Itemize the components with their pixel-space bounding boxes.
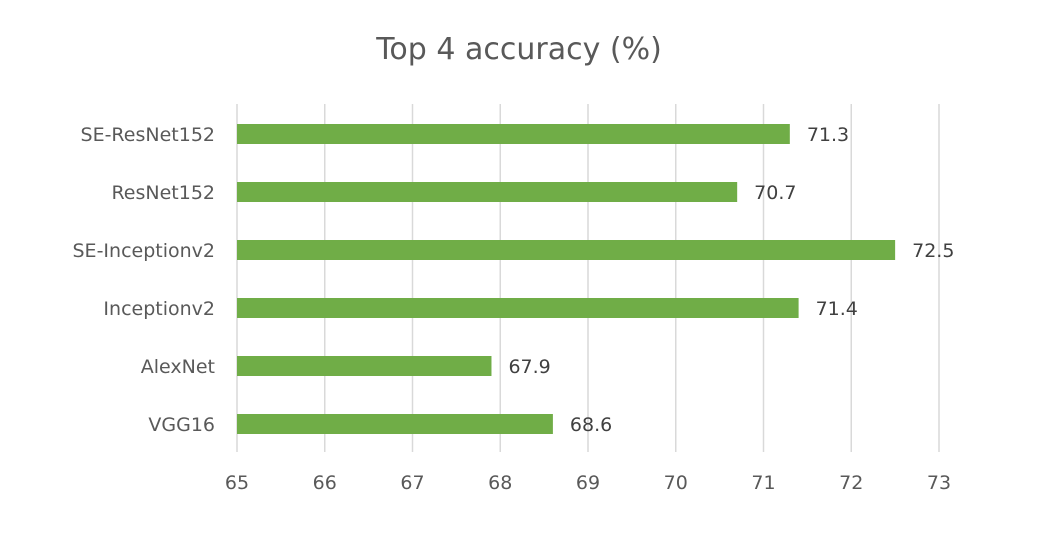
bar (237, 124, 790, 144)
x-tick-label: 68 (488, 472, 512, 494)
data-label: 71.4 (816, 298, 858, 320)
category-label: ResNet152 (111, 182, 215, 204)
bar (237, 356, 492, 376)
bar (237, 182, 738, 202)
bar (237, 240, 896, 260)
category-label: Inceptionv2 (103, 298, 215, 320)
category-label: VGG16 (148, 414, 215, 436)
x-tick-label: 69 (576, 472, 600, 494)
data-label: 68.6 (570, 414, 612, 436)
bar (237, 298, 799, 318)
category-label: SE-ResNet152 (81, 124, 215, 146)
data-label: 72.5 (912, 240, 954, 262)
x-tick-label: 70 (664, 472, 688, 494)
data-label: 67.9 (508, 356, 550, 378)
x-tick-label: 65 (225, 472, 249, 494)
data-label: 71.3 (807, 124, 849, 146)
x-tick-label: 71 (751, 472, 775, 494)
category-label: AlexNet (141, 356, 215, 378)
data-label: 70.7 (754, 182, 796, 204)
chart-title: Top 4 accuracy (%) (376, 32, 662, 67)
x-tick-label: 66 (313, 472, 337, 494)
category-label: SE-Inceptionv2 (73, 240, 216, 262)
x-tick-label: 73 (927, 472, 951, 494)
bar (237, 414, 553, 434)
x-tick-label: 67 (400, 472, 424, 494)
x-tick-label: 72 (839, 472, 863, 494)
